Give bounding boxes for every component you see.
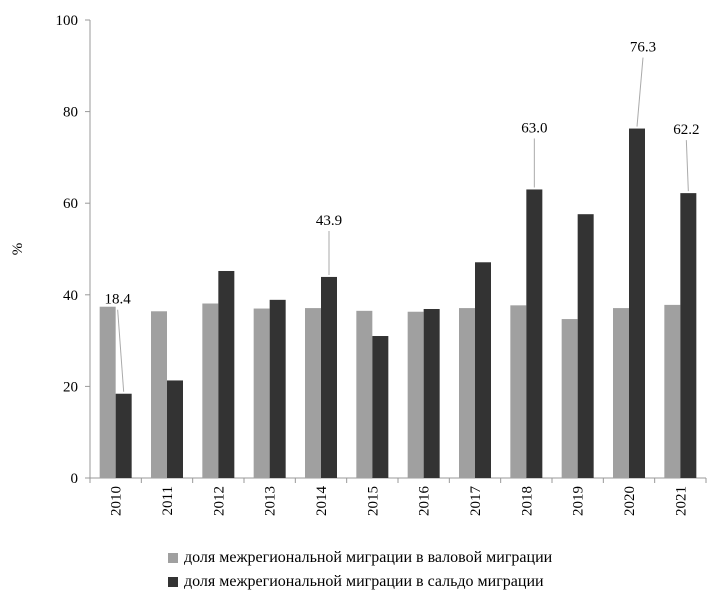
y-axis-label: % xyxy=(10,243,26,256)
x-tick-label: 2015 xyxy=(365,486,381,516)
data-label-leader xyxy=(636,57,644,127)
bars xyxy=(99,128,697,478)
y-tick-label: 80 xyxy=(63,105,78,121)
x-tick-label: 2010 xyxy=(109,486,125,516)
legend-item-gross: доля межрегиональной миграции в валовой … xyxy=(168,546,552,570)
x-tick-label: 2020 xyxy=(622,486,638,516)
x-tick-label: 2017 xyxy=(468,486,484,517)
bar-gross-2014 xyxy=(305,308,321,478)
legend-item-net: доля межрегиональной миграции в сальдо м… xyxy=(168,570,552,594)
data-label-2018: 63.0 xyxy=(521,120,547,136)
data-label-leader xyxy=(685,140,689,192)
axes: 0 20 40 60 80 100 2010 2011 2012 2013 2014 2015 2016… xyxy=(56,13,707,516)
bar-chart: 0 20 40 60 80 100 2010 2011 2012 2013 2014 2015 2016… xyxy=(10,13,707,516)
y-tick-label: 60 xyxy=(63,196,78,212)
x-tick-label: 2016 xyxy=(417,486,433,517)
bar-net-2015 xyxy=(372,336,389,478)
x-tick-label: 2019 xyxy=(571,486,587,516)
bar-gross-2015 xyxy=(356,310,373,478)
bar-net-2019 xyxy=(577,214,594,478)
bar-net-2010 xyxy=(115,393,132,478)
x-tick-label: 2012 xyxy=(211,486,227,516)
bar-net-2020 xyxy=(629,128,645,478)
x-tick-label: 2021 xyxy=(673,486,689,516)
bar-gross-2018 xyxy=(510,305,527,478)
bar-gross-2019 xyxy=(561,319,578,478)
bar-net-2016 xyxy=(423,308,440,478)
bar-net-2013 xyxy=(269,299,286,478)
bar-net-2017 xyxy=(475,262,491,478)
bar-net-2011 xyxy=(167,380,183,478)
bar-gross-2021 xyxy=(664,304,681,478)
y-tick-label: 40 xyxy=(63,288,78,304)
x-tick-label: 2014 xyxy=(314,486,330,517)
bar-gross-2013 xyxy=(253,308,270,478)
legend-label-gross: доля межрегиональной миграции в валовой … xyxy=(184,549,553,566)
legend-swatch-net xyxy=(168,577,178,587)
legend: доля межрегиональной миграции в валовой … xyxy=(168,546,552,594)
data-label-leader xyxy=(117,309,125,392)
bar-gross-2017 xyxy=(459,308,475,478)
bar-net-2014 xyxy=(321,276,337,478)
y-tick-label: 0 xyxy=(71,471,79,487)
bar-gross-2012 xyxy=(202,303,219,478)
bar-gross-2011 xyxy=(151,311,167,478)
bar-gross-2016 xyxy=(407,311,424,478)
legend-swatch-gross xyxy=(168,553,178,563)
data-label-2021: 62.2 xyxy=(673,122,699,138)
bar-gross-2020 xyxy=(613,308,629,478)
bar-net-2021 xyxy=(680,193,697,478)
y-tick-label: 20 xyxy=(63,379,78,395)
bar-gross-2010 xyxy=(99,306,116,478)
y-tick-label: 100 xyxy=(56,13,79,29)
x-tick-label: 2018 xyxy=(519,486,535,516)
data-label-2014: 43.9 xyxy=(316,213,342,229)
data-labels: 18.4 43.9 63.0 76.3 62.2 xyxy=(105,40,699,392)
legend-label-net: доля межрегиональной миграции в сальдо м… xyxy=(184,573,544,590)
x-tick-label: 2011 xyxy=(160,486,176,515)
data-label-2010: 18.4 xyxy=(105,292,132,308)
x-tick-label: 2013 xyxy=(263,486,279,516)
bar-net-2012 xyxy=(218,270,235,478)
data-label-2020: 76.3 xyxy=(630,40,656,56)
bar-net-2018 xyxy=(526,189,543,478)
